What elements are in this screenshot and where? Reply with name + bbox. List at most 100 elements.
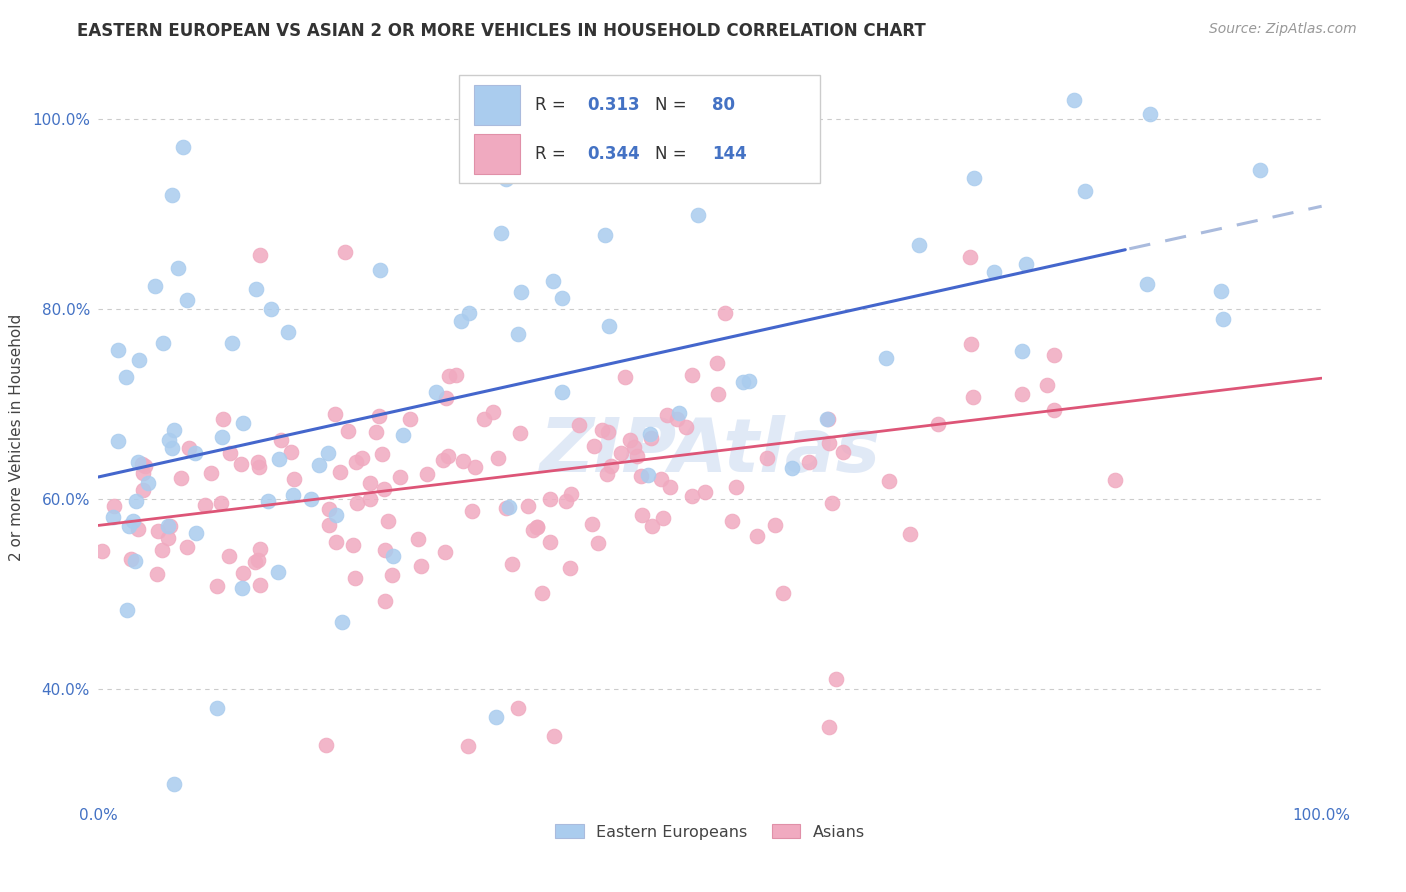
Point [1043,349,1066,363]
Point [745,529,768,543]
Point [818,435,841,450]
Point [720,514,742,528]
Point [218,549,240,564]
Point [960,336,983,351]
Point [381,549,404,564]
Point [131,457,153,471]
Point [581,517,603,532]
Point [763,518,786,533]
Point [963,171,986,186]
Point [641,519,664,533]
Point [551,291,574,305]
Point [342,538,364,552]
Text: N =: N = [655,96,692,114]
Point [434,391,457,405]
Point [148,524,170,539]
Point [117,603,139,617]
Point [367,409,389,423]
Point [323,407,346,421]
Point [377,514,399,528]
Point [695,484,717,499]
Point [374,543,396,558]
Point [333,244,356,259]
Point [799,455,821,469]
Point [1011,387,1033,401]
Point [388,470,411,484]
Point [232,566,254,580]
Point [156,518,179,533]
Point [260,301,283,316]
Text: 0.344: 0.344 [588,145,641,163]
Point [91,544,114,558]
Point [457,739,479,753]
Point [460,504,482,518]
Point [1073,184,1095,198]
Text: 144: 144 [713,145,747,163]
Point [666,412,689,426]
Point [675,420,697,434]
Point [232,416,254,430]
Point [267,452,290,467]
Text: N =: N = [655,145,692,163]
Point [160,442,183,456]
Point [1211,284,1233,298]
Point [247,455,270,469]
Point [229,457,252,471]
Point [425,385,447,400]
Point [630,469,652,483]
Point [1015,257,1038,271]
Point [610,446,633,460]
Point [122,514,145,528]
Point [596,467,619,482]
Point [688,208,710,222]
Point [1139,107,1161,121]
Point [598,318,620,333]
Point [756,451,779,466]
Point [124,554,146,568]
Point [350,451,373,466]
Point [299,491,322,506]
Point [318,517,340,532]
Point [509,285,531,299]
Point [583,439,606,453]
Text: 0.313: 0.313 [588,96,640,114]
Point [373,482,395,496]
Point [640,431,662,445]
Point [818,720,841,734]
Point [652,511,675,525]
Point [526,520,548,534]
Point [127,522,149,536]
Point [619,434,641,448]
Point [927,417,949,431]
Point [332,615,354,630]
Point [103,499,125,513]
Point [623,440,645,454]
Point [681,368,703,382]
Point [658,480,681,494]
Legend: Eastern Europeans, Asians: Eastern Europeans, Asians [548,818,872,846]
Point [489,226,512,240]
Point [614,370,637,384]
Point [737,374,759,388]
Point [160,187,183,202]
Point [257,494,280,508]
Point [432,453,454,467]
Point [898,527,921,541]
Point [107,343,129,358]
Point [392,427,415,442]
Point [560,487,582,501]
Point [817,412,839,426]
Point [343,571,366,585]
Point [1136,277,1159,291]
Point [962,391,984,405]
Point [359,476,381,491]
Text: ZIPAtlas: ZIPAtlas [540,415,880,488]
Point [1042,402,1064,417]
Point [714,306,737,320]
Point [281,488,304,502]
Point [481,405,503,419]
Point [212,412,235,426]
Point [163,777,186,791]
FancyBboxPatch shape [474,134,520,174]
Point [346,496,368,510]
